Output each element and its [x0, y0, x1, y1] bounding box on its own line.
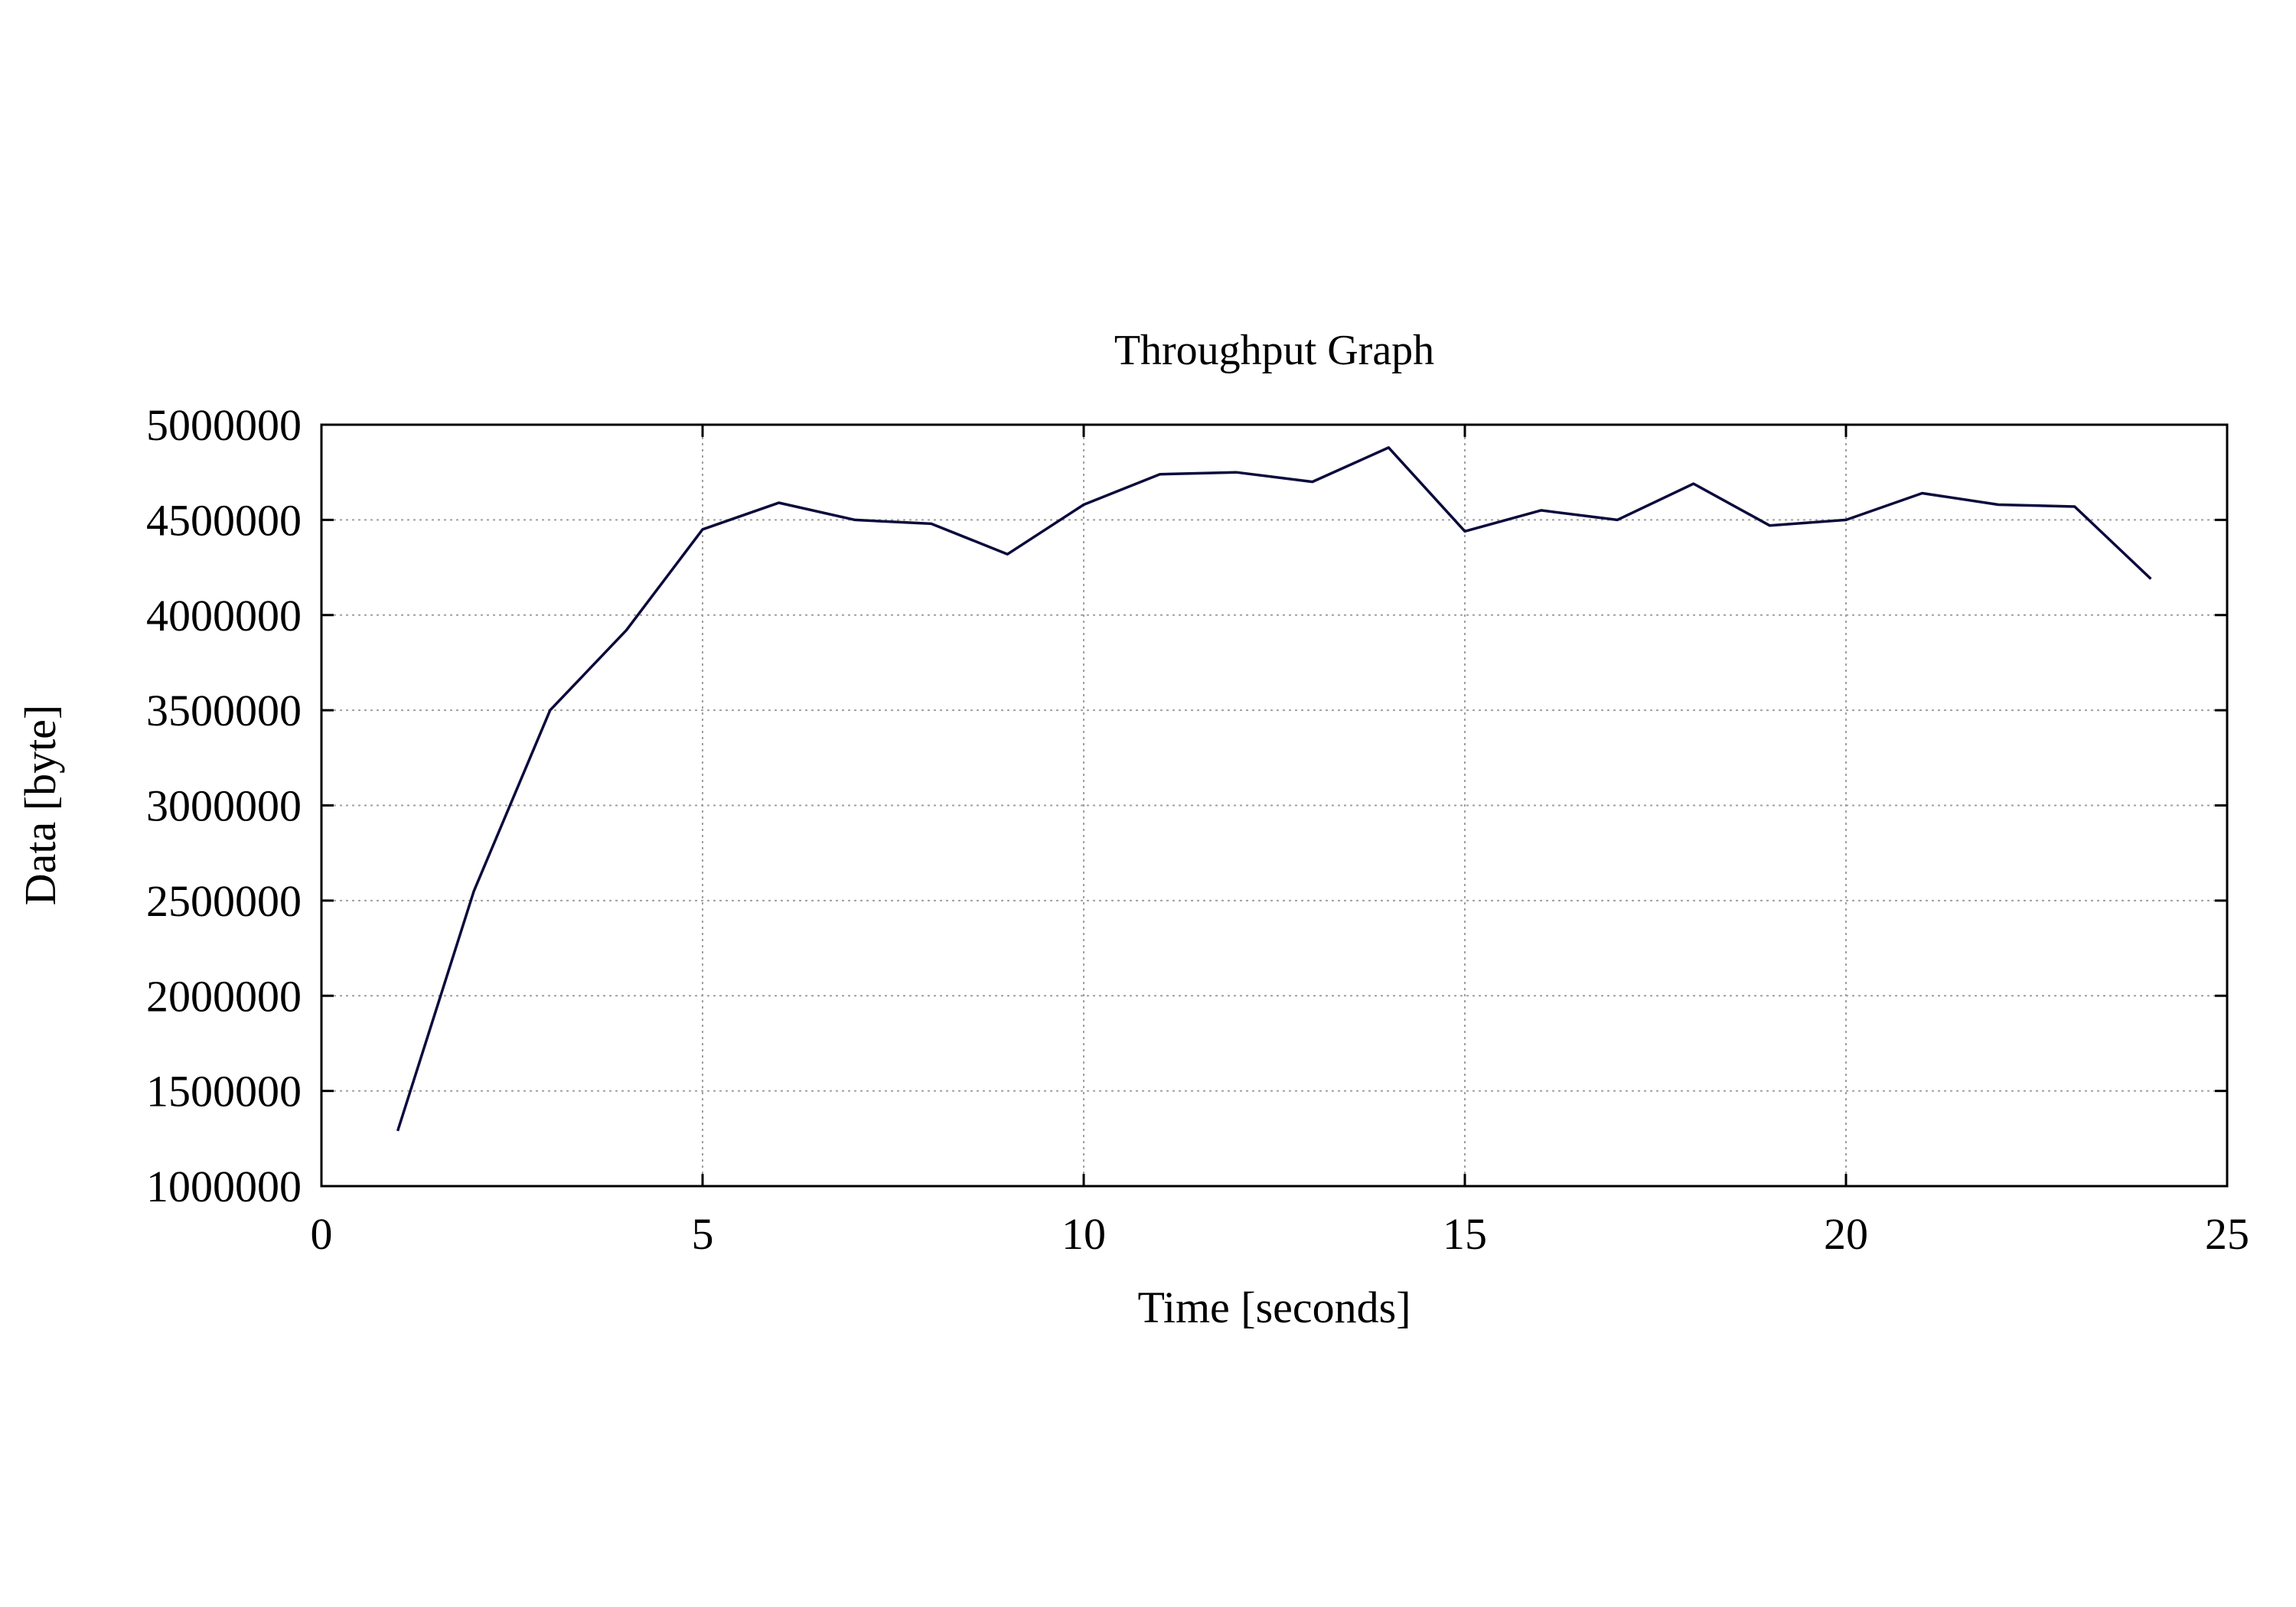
x-tick-label: 0: [311, 1209, 333, 1259]
grid-lines: [321, 425, 2227, 1186]
x-axis-label: Time [seconds]: [1137, 1283, 1411, 1332]
x-tick-label: 10: [1062, 1209, 1106, 1259]
y-tick-label: 3000000: [146, 781, 302, 831]
y-tick-label: 1000000: [146, 1162, 302, 1211]
x-tick-labels: 0 5 10 15 20 25: [311, 1209, 2250, 1259]
y-tick-label: 3500000: [146, 686, 302, 735]
chart-title: Throughput Graph: [1114, 327, 1434, 374]
y-tick-labels: 1000000 1500000 2000000 2500000 3000000 35000…: [146, 400, 302, 1211]
x-tick-label: 5: [692, 1209, 714, 1259]
plot-frame: [320, 423, 2229, 1188]
y-tick-label: 4000000: [146, 591, 302, 641]
x-tick-label: 25: [2205, 1209, 2249, 1259]
series-layer: [396, 446, 2152, 1132]
x-tick-label: 15: [1443, 1209, 1487, 1259]
y-tick-label: 2500000: [146, 876, 302, 926]
x-tick-label: 20: [1824, 1209, 1868, 1259]
y-tick-label: 4500000: [146, 495, 302, 545]
axis-ticks: [320, 423, 2229, 1188]
y-tick-label: 2000000: [146, 971, 302, 1021]
throughput-series-line: [396, 446, 2152, 1132]
y-axis-label: Data [byte]: [15, 705, 65, 905]
y-tick-label: 5000000: [146, 400, 302, 450]
y-tick-label: 1500000: [146, 1067, 302, 1116]
